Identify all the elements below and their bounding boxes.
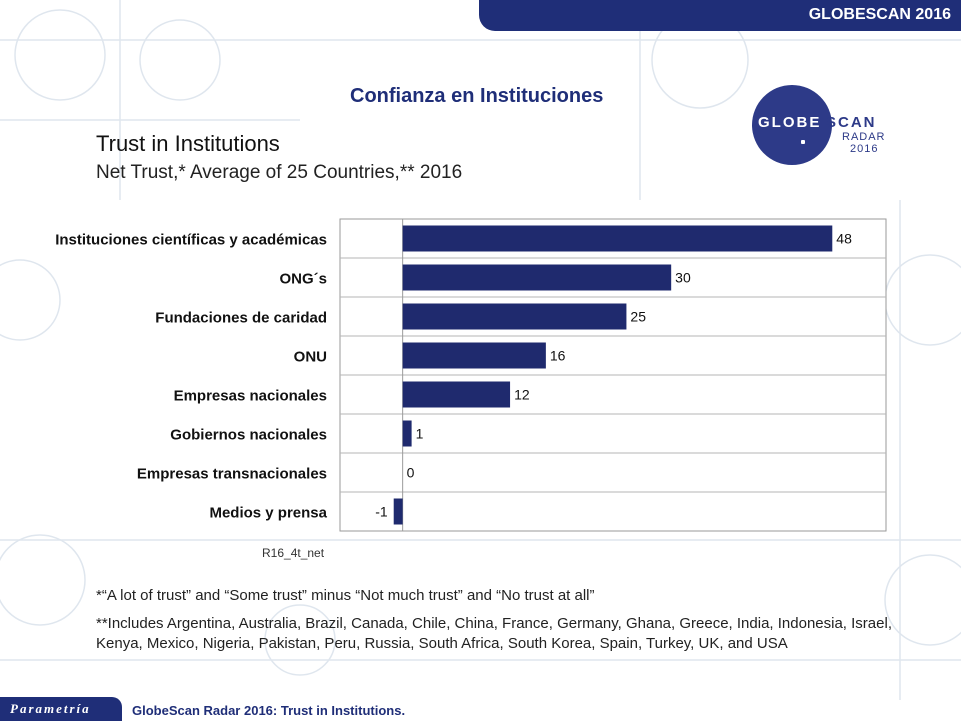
source-code: R16_4t_net (262, 546, 325, 560)
footer-caption: GlobeScan Radar 2016: Trust in Instituti… (132, 703, 406, 718)
category-label: Gobiernos nacionales (170, 427, 327, 444)
value-label: 48 (836, 231, 852, 247)
bar (402, 303, 627, 330)
category-label: ONU (294, 349, 327, 366)
footer-brand-band: Parametría (0, 697, 122, 721)
header-badge: GLOBESCAN 2016 (808, 6, 951, 23)
bar (402, 225, 833, 252)
bar (402, 342, 546, 369)
logo-word-left: GLOBE (758, 114, 822, 131)
value-label: 25 (630, 309, 646, 325)
header-band: GLOBESCAN 2016 (479, 0, 961, 31)
category-label: Empresas transnacionales (137, 466, 327, 483)
category-label: Empresas nacionales (174, 388, 327, 405)
footer-brand: Parametría (10, 701, 91, 716)
value-label: 0 (407, 465, 415, 481)
value-label: -1 (375, 504, 388, 520)
category-label: ONG´s (279, 271, 327, 288)
category-label: Instituciones científicas y académicas (55, 232, 327, 249)
chart-subtitle: Net Trust,* Average of 25 Countries,** 2… (96, 162, 463, 183)
bar (402, 264, 672, 291)
footnote-2: **Includes Argentina, Australia, Brazil,… (96, 615, 892, 652)
logo-dot-icon (801, 140, 805, 144)
category-label: Medios y prensa (209, 505, 327, 522)
value-label: 16 (550, 348, 566, 364)
globescan-logo-circle (752, 85, 832, 165)
footnote-1: *“A lot of trust” and “Some trust” minus… (96, 587, 595, 604)
value-label: 1 (416, 426, 424, 442)
bar (402, 381, 511, 408)
logo-year: 2016 (850, 143, 879, 155)
value-label: 30 (675, 270, 691, 286)
value-label: 12 (514, 387, 530, 403)
bar (402, 420, 412, 447)
category-label: Fundaciones de caridad (155, 310, 327, 327)
logo-radar: RADAR (842, 131, 886, 143)
chart-title: Trust in Institutions (96, 131, 280, 156)
bar (393, 498, 403, 525)
logo-word-right: SCAN (826, 114, 877, 131)
spanish-title: Confianza en Instituciones (350, 85, 604, 107)
